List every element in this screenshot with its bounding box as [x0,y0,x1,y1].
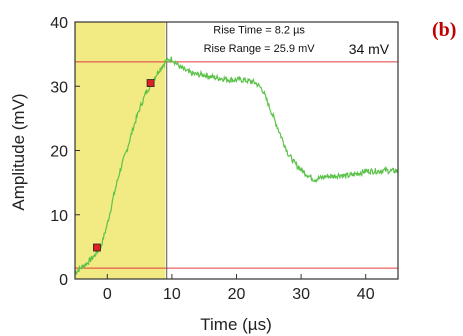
x-tick-label-4: 40 [357,286,375,303]
x-tick-label-3: 30 [292,286,310,303]
panel-label: (b) [432,19,456,41]
rise-marker-0 [93,243,101,252]
x-tick-label-0: 0 [103,286,112,303]
rise-region-highlight [75,22,166,279]
y-tick-label-4: 40 [50,15,68,32]
y-axis-title: Amplitude (mV) [9,93,28,210]
y-tick-label-0: 0 [59,272,68,289]
annotation-1: Rise Range = 25.9 mV [204,43,316,55]
annotation-0: Rise Time = 8.2 µs [213,25,305,37]
y-tick-label-1: 10 [50,208,68,225]
annotation-2: 34 mV [349,41,390,57]
x-tick-label-2: 20 [228,286,246,303]
rise-marker-1 [146,79,155,87]
y-tick-label-3: 30 [50,79,68,96]
x-tick-label-1: 10 [163,286,181,303]
x-axis-title: Time (µs) [200,315,272,334]
signal-series-line-0 [74,56,399,276]
y-tick-label-2: 20 [50,144,68,161]
